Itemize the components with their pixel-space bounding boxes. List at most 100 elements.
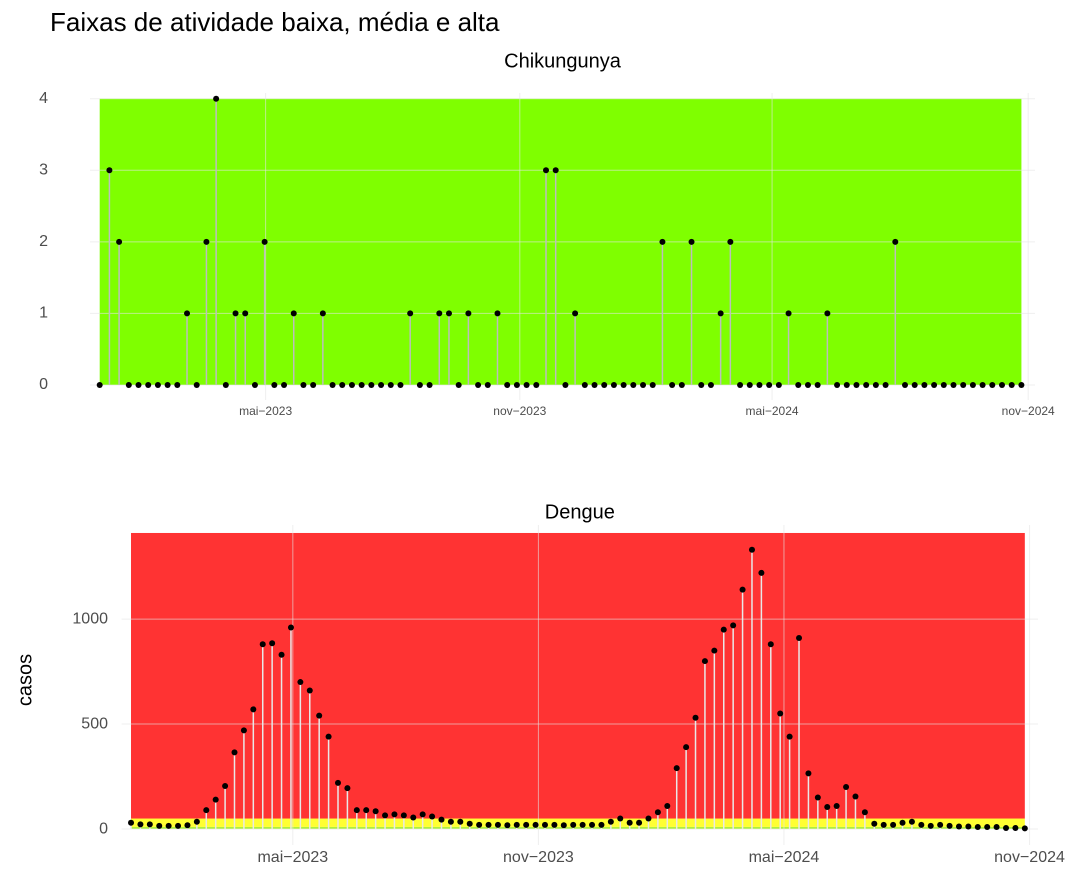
point: [853, 381, 860, 388]
point: [485, 821, 492, 828]
point: [174, 381, 181, 388]
x-tick-label: nov−2023: [503, 849, 574, 866]
point: [1021, 825, 1028, 832]
point: [814, 381, 821, 388]
point: [834, 381, 841, 388]
point: [960, 381, 967, 388]
point: [654, 809, 661, 816]
point: [513, 381, 520, 388]
point: [329, 381, 336, 388]
x-tick-label: mai−2024: [746, 404, 799, 418]
x-tick-label: mai−2023: [239, 404, 292, 418]
point: [989, 381, 996, 388]
point: [261, 238, 268, 245]
point: [116, 238, 123, 245]
point: [777, 710, 784, 717]
point: [551, 821, 558, 828]
point: [339, 381, 346, 388]
point: [698, 381, 705, 388]
point: [391, 811, 398, 818]
point: [281, 381, 288, 388]
point: [610, 381, 617, 388]
point: [767, 641, 774, 648]
point: [570, 821, 577, 828]
point: [259, 641, 266, 648]
y-tick-label: 0: [99, 820, 108, 837]
point: [824, 310, 831, 317]
point: [137, 821, 144, 828]
point: [589, 821, 596, 828]
point: [410, 814, 417, 821]
point: [688, 238, 695, 245]
point: [397, 381, 404, 388]
point: [940, 381, 947, 388]
point: [601, 381, 608, 388]
point: [382, 812, 389, 819]
point: [378, 381, 385, 388]
point: [890, 821, 897, 828]
point: [363, 807, 370, 814]
point: [730, 622, 737, 629]
point: [372, 808, 379, 815]
figure-title: Faixas de atividade baixa, média e alta: [50, 7, 500, 37]
point: [921, 381, 928, 388]
point: [899, 819, 906, 826]
point: [918, 821, 925, 828]
y-tick-label: 3: [39, 162, 48, 179]
point: [645, 815, 652, 822]
point: [271, 381, 278, 388]
point: [419, 811, 426, 818]
point: [872, 381, 879, 388]
band: [131, 826, 1025, 830]
x-tick-label: mai−2023: [257, 849, 328, 866]
band: [131, 532, 1025, 819]
point: [203, 238, 210, 245]
point: [358, 381, 365, 388]
point: [222, 381, 229, 388]
point: [165, 822, 172, 829]
point: [931, 381, 938, 388]
panel-title: Chikungunya: [504, 50, 622, 72]
point: [659, 238, 666, 245]
point: [541, 821, 548, 828]
point: [863, 381, 870, 388]
point: [466, 820, 473, 827]
point: [445, 310, 452, 317]
point: [128, 819, 135, 826]
point: [617, 815, 624, 822]
point: [630, 381, 637, 388]
x-tick-label: nov−2024: [1002, 404, 1055, 418]
point: [400, 812, 407, 819]
point: [484, 381, 491, 388]
point: [135, 381, 142, 388]
point: [297, 679, 304, 686]
point: [426, 381, 433, 388]
point: [560, 822, 567, 829]
point: [1018, 381, 1025, 388]
point: [775, 381, 782, 388]
point: [607, 818, 614, 825]
point: [475, 381, 482, 388]
point: [290, 310, 297, 317]
point: [786, 733, 793, 740]
point: [969, 381, 976, 388]
point: [325, 733, 332, 740]
point: [184, 822, 191, 829]
point: [436, 310, 443, 317]
point: [251, 381, 258, 388]
point: [795, 381, 802, 388]
point: [880, 821, 887, 828]
point: [494, 821, 501, 828]
band: [131, 818, 1025, 827]
point: [504, 381, 511, 388]
point: [979, 381, 986, 388]
point: [727, 238, 734, 245]
point: [368, 381, 375, 388]
point: [222, 782, 229, 789]
point: [901, 381, 908, 388]
point: [1008, 381, 1015, 388]
point: [175, 822, 182, 829]
point: [193, 818, 200, 825]
point: [955, 823, 962, 830]
point: [707, 381, 714, 388]
